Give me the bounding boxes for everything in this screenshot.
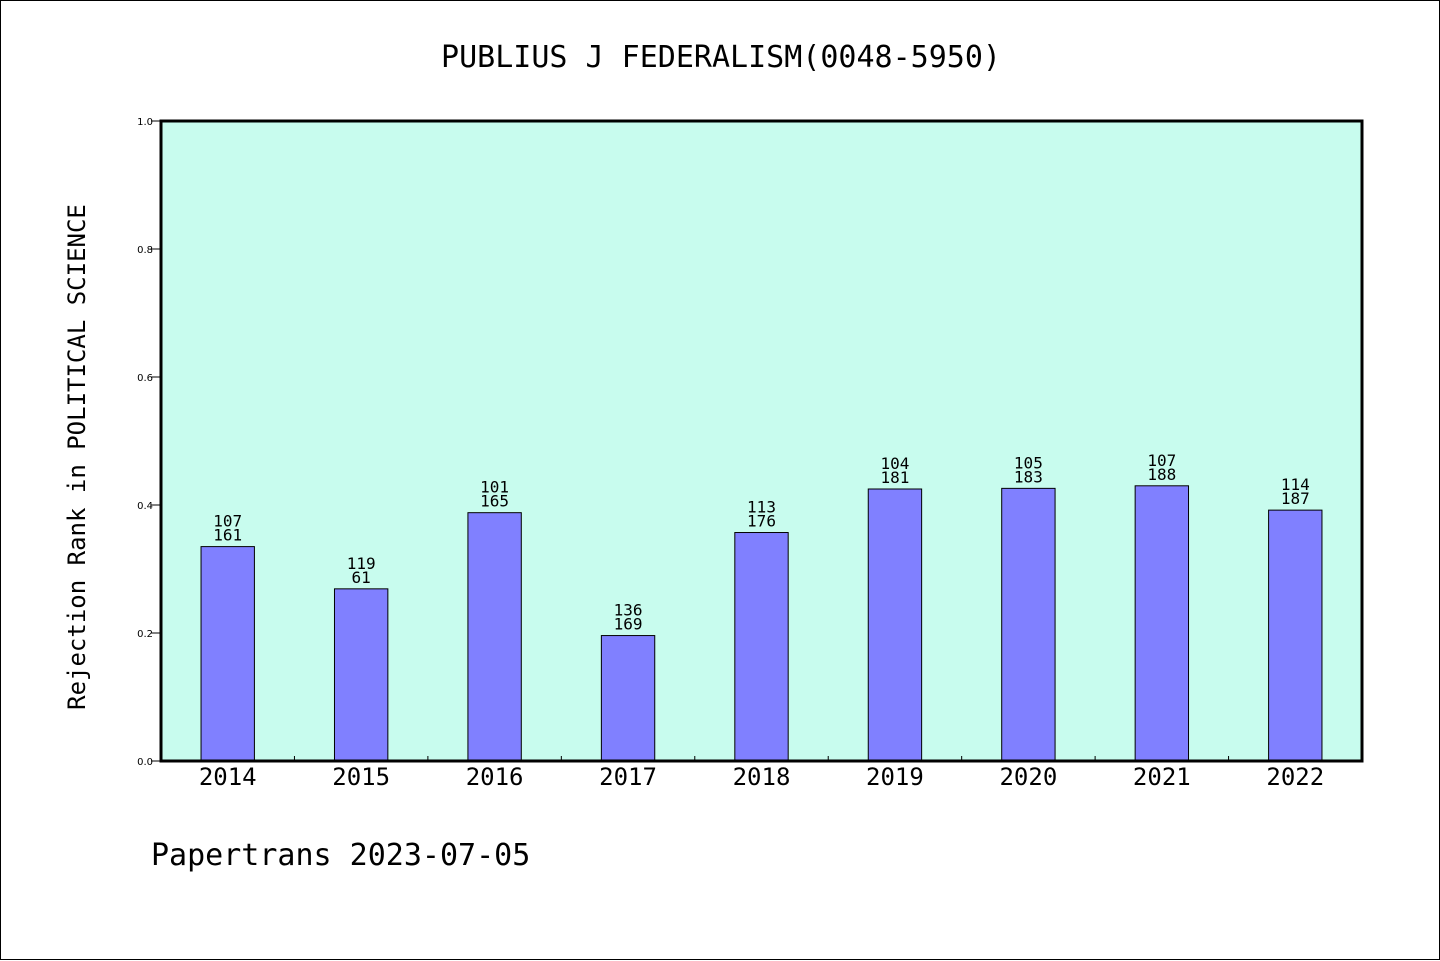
- bar-label-bottom: 181: [880, 468, 909, 487]
- bar-label-bottom: 183: [1014, 467, 1043, 486]
- chart-title: PUBLIUS J FEDERALISM(0048-5950): [441, 40, 1001, 75]
- bar-label-bottom: 176: [747, 512, 776, 531]
- x-tick-label: 2014: [199, 763, 257, 791]
- bar-label-top: 136: [614, 601, 643, 620]
- x-tick-label: 2016: [466, 763, 524, 791]
- bar-label-top: 114: [1281, 475, 1310, 494]
- bar-label-bottom: 169: [614, 615, 643, 634]
- plot-border: [159, 119, 1364, 763]
- bar-label-bottom: 187: [1281, 489, 1310, 508]
- bar-2014: [200, 546, 255, 762]
- bar-label-top: 101: [480, 478, 509, 497]
- x-tick-label: 2020: [999, 763, 1057, 791]
- bar-2019: [867, 488, 923, 762]
- bar-2022: [1268, 509, 1323, 762]
- bar-2015: [333, 588, 389, 762]
- bar-2017: [600, 635, 656, 762]
- x-tick-label: 2015: [332, 763, 390, 791]
- bar-label-bottom: 161: [213, 526, 242, 545]
- y-tick-label: 0.2: [137, 629, 153, 640]
- y-tick-label: 0.0: [137, 757, 153, 768]
- x-tick-label: 2022: [1266, 763, 1324, 791]
- x-tick-label: 2021: [1133, 763, 1191, 791]
- bar-2018: [734, 532, 789, 762]
- y-tick-label: 0.4: [137, 501, 153, 512]
- bar-label-top: 107: [1147, 451, 1176, 470]
- bars: 1071611196110116513616911317610418110518…: [200, 451, 1323, 762]
- bar-label-bottom: 188: [1147, 465, 1176, 484]
- y-tick-label: 1.0: [137, 117, 153, 128]
- bar-label-top: 105: [1014, 453, 1043, 472]
- y-tick-label: 0.6: [137, 373, 153, 384]
- bar-label-top: 104: [880, 454, 909, 473]
- bar-2020: [1001, 487, 1056, 762]
- bar-label-bottom: 165: [480, 492, 509, 511]
- x-tick-label: 2019: [866, 763, 924, 791]
- bar-2021: [1134, 485, 1190, 762]
- bar-2016: [467, 512, 522, 762]
- bar-label-top: 119: [347, 554, 376, 573]
- bar-label-top: 113: [747, 498, 776, 517]
- x-axis: 2014 2015 2016 2017 2018 2019 2020 2021 2022: [199, 756, 1324, 791]
- y-tick-label: 0.8: [137, 245, 153, 256]
- bar-label-top: 107: [213, 512, 242, 531]
- x-tick-label: 2017: [599, 763, 657, 791]
- footer-text: Papertrans 2023-07-05: [151, 838, 530, 873]
- bar-label-bottom: 61: [352, 568, 371, 587]
- y-axis: 0.0 0.2 0.4 0.6 0.8 1.0: [137, 117, 161, 768]
- y-axis-label: Rejection Rank in POLITICAL SCIENCE: [63, 204, 91, 710]
- x-tick-label: 2018: [733, 763, 791, 791]
